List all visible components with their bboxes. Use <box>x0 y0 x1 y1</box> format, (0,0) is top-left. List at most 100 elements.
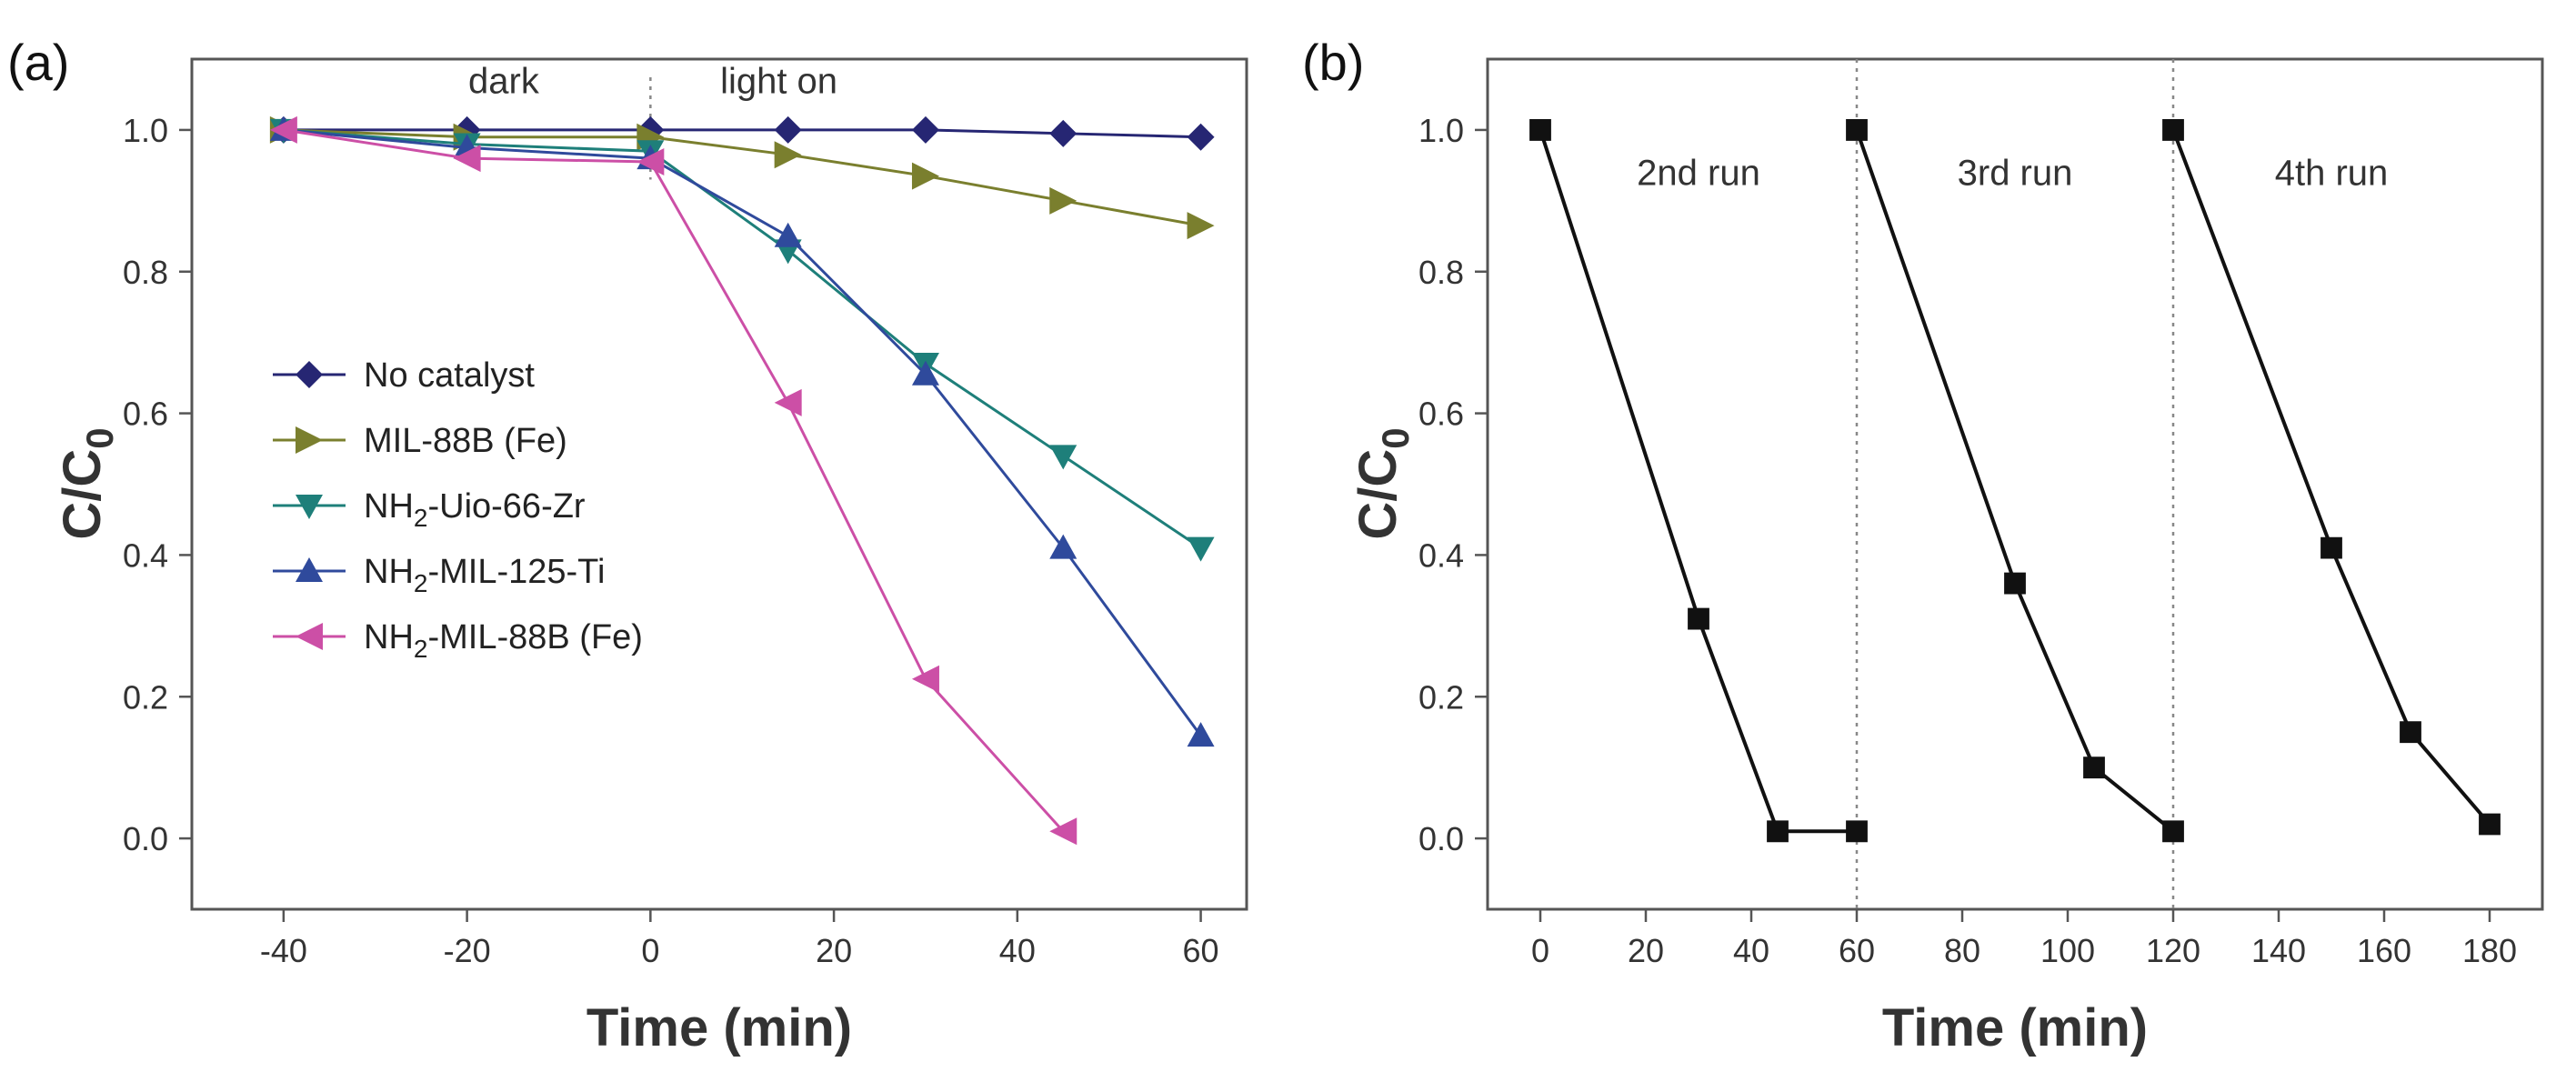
legend-marker-nh2-uio-66-zr <box>273 495 346 519</box>
x-tick-label: 60 <box>1183 932 1219 969</box>
series-nh2-mil-88b-fe <box>269 115 1078 846</box>
data-point-square <box>2004 572 2026 595</box>
x-tick-label: 60 <box>1839 932 1875 969</box>
annotation-dark: dark <box>468 61 540 101</box>
panel-a-y-axis-title: C/C0 <box>53 427 121 539</box>
run-segment-3 <box>1846 119 2184 843</box>
data-point-square <box>2320 536 2342 559</box>
legend-symbol <box>296 361 323 388</box>
x-tick-label: 140 <box>2251 932 2306 969</box>
legend-label-nh2-mil-125-ti: NH2-MIL-125-Ti <box>364 553 605 597</box>
x-tick-label: 80 <box>1944 932 1980 969</box>
legend-label-mil-88b-fe: MIL-88B (Fe) <box>364 422 567 460</box>
y-tick-label: 0.8 <box>123 254 168 291</box>
legend-symbol <box>296 426 323 454</box>
x-tick-label: -40 <box>260 932 307 969</box>
panel-b-label: (b) <box>1302 34 1364 91</box>
legend-item-nh2-mil-125-ti: NH2-MIL-125-Ti <box>273 553 605 597</box>
panel-b-series <box>1529 119 2501 843</box>
data-point-nh2-uio-66-zr <box>1187 536 1215 562</box>
data-point-nh2-mil-88b-fe <box>636 147 665 175</box>
panel-a-x-ticks: -40 -20 0 20 40 60 <box>260 909 1219 969</box>
data-point-square <box>2162 119 2184 141</box>
x-tick-label: 40 <box>1733 932 1769 969</box>
y-tick-label: 1.0 <box>123 112 168 149</box>
series-no-catalyst <box>269 115 1215 151</box>
y-tick-label: 0.6 <box>123 396 168 433</box>
x-tick-label: 160 <box>2357 932 2411 969</box>
legend-symbol <box>296 557 323 582</box>
legend-label-no-catalyst: No catalyst <box>364 356 535 395</box>
series-line-nh2-uio-66-zr <box>283 128 1202 549</box>
data-point-nh2-mil-88b-fe <box>911 665 939 693</box>
panel-b-plot-frame <box>1486 57 2544 911</box>
annotation-3rd-run: 3rd run <box>1958 154 2073 194</box>
data-point-nh2-uio-66-zr <box>1049 445 1078 470</box>
panel-b-y-ticks: 0.0 0.2 0.4 0.6 0.8 1.0 <box>1418 112 1488 857</box>
data-point-square <box>2479 813 2501 836</box>
legend-item-nh2-mil-88b-fe: NH2-MIL-88B (Fe) <box>273 618 643 663</box>
annotation-4th-run: 4th run <box>2275 154 2389 194</box>
x-tick-label: 20 <box>816 932 852 969</box>
data-point-nh2-mil-88b-fe <box>453 145 481 173</box>
y-tick-label: 0.2 <box>1418 678 1464 716</box>
x-tick-label: 180 <box>2462 932 2517 969</box>
panel-a-y-ticks: 0.0 0.2 0.4 0.6 0.8 1.0 <box>123 112 192 857</box>
panel-a-label: (a) <box>7 34 69 91</box>
x-tick-label: 40 <box>999 932 1036 969</box>
legend-marker-no-catalyst <box>273 361 346 388</box>
data-point-square <box>1767 820 1789 843</box>
data-point-mil-88b-fe <box>1049 186 1078 215</box>
x-tick-label: 0 <box>1531 932 1549 969</box>
data-point-mil-88b-fe <box>1187 212 1215 240</box>
y-tick-label: 0.0 <box>1418 820 1464 857</box>
run-segment-2 <box>1529 119 1868 843</box>
legend-marker-nh2-mil-125-ti <box>273 557 346 582</box>
run-line <box>1539 129 1857 834</box>
panel-b-y-axis-title: C/C0 <box>1348 427 1417 539</box>
data-point-nh2-mil-125-ti <box>911 360 939 386</box>
data-point-nh2-mil-88b-fe <box>774 388 802 416</box>
series-line-nh2-mil-88b-fe <box>283 128 1065 833</box>
y-tick-label: 0.2 <box>123 678 168 716</box>
data-point-square <box>2083 756 2105 779</box>
data-point-nh2-mil-125-ti <box>774 222 802 247</box>
y-tick-label: 1.0 <box>1418 112 1464 149</box>
y-tick-label: 0.8 <box>1418 254 1464 291</box>
panel-a-series <box>269 115 1215 846</box>
data-point-no-catalyst <box>1049 119 1078 147</box>
run-segment-4 <box>2162 119 2501 836</box>
panel-a-plot-frame <box>190 57 1248 911</box>
panel-b-x-ticks: 0 20 40 60 80 100 120 140 160 180 <box>1531 909 2517 969</box>
data-point-square <box>1846 820 1868 843</box>
data-point-nh2-mil-125-ti <box>1049 534 1078 559</box>
run-line <box>2171 129 2491 826</box>
data-point-nh2-mil-125-ti <box>1187 722 1215 747</box>
data-point-square <box>2162 820 2184 843</box>
panel-a-x-axis-title: Time (min) <box>586 998 852 1057</box>
x-tick-label: 120 <box>2146 932 2200 969</box>
run-line <box>1855 129 2175 833</box>
annotation-light-on: light on <box>720 61 837 101</box>
data-point-square <box>1529 119 1551 141</box>
legend-symbol <box>296 495 323 519</box>
data-point-square <box>1688 607 1709 630</box>
y-tick-label: 0.4 <box>1418 536 1464 574</box>
legend-marker-nh2-mil-88b-fe <box>273 623 346 650</box>
panel-a-legend: No catalyst MIL-88B (Fe) NH2-Uio-66-Zr N… <box>273 356 643 663</box>
x-tick-label: 20 <box>1628 932 1664 969</box>
data-point-no-catalyst <box>774 115 802 144</box>
x-tick-label: -20 <box>444 932 491 969</box>
data-point-square <box>1846 119 1868 141</box>
y-tick-label: 0.4 <box>123 536 168 574</box>
data-point-nh2-mil-88b-fe <box>1049 817 1078 846</box>
legend-symbol <box>296 623 323 650</box>
panel-a: (a) -40 -20 0 20 40 60 0.0 0.2 0.4 0.6 0.8 1.0 dar… <box>7 34 1248 1057</box>
data-point-no-catalyst <box>1187 123 1215 151</box>
legend-label-nh2-uio-66-zr: NH2-Uio-66-Zr <box>364 487 586 532</box>
legend-item-no-catalyst: No catalyst <box>273 356 535 395</box>
legend-marker-mil-88b-fe <box>273 426 346 454</box>
y-tick-label: 0.0 <box>123 820 168 857</box>
data-point-nh2-mil-88b-fe <box>269 115 297 144</box>
